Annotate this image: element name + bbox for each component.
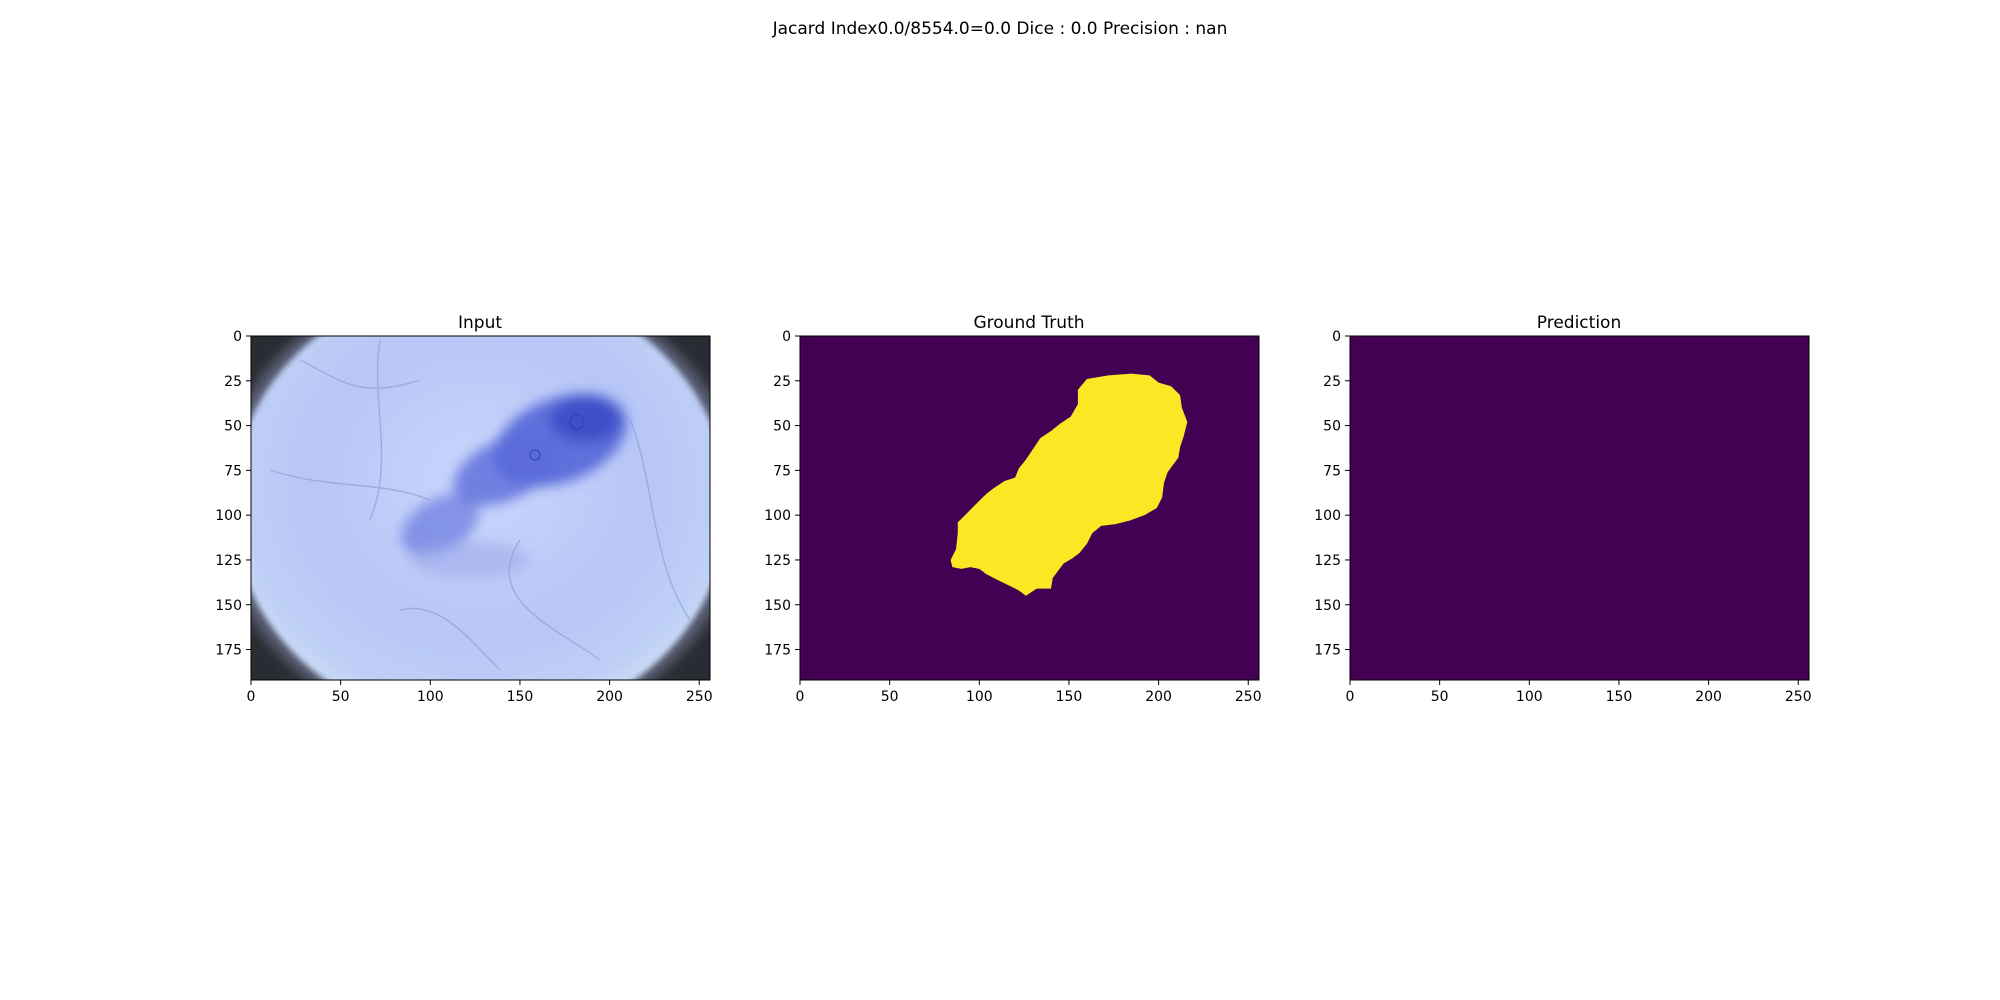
x-ticks: 0 50 100 150 200 250 bbox=[247, 680, 713, 705]
hair-strand bbox=[369, 339, 383, 521]
x-ticks: 0 50 100 150 200 250 bbox=[796, 680, 1262, 705]
panel-prediction: Prediction 0 50 100 150 200 250 0 25 50 75 100 125… bbox=[1314, 313, 1811, 705]
hair-strand bbox=[629, 419, 691, 621]
axes-frame bbox=[250, 335, 711, 681]
x-ticks: 0 50 100 150 200 250 bbox=[1346, 680, 1812, 705]
x-tick-label: 200 bbox=[1145, 689, 1172, 705]
x-tick-label: 50 bbox=[1431, 689, 1449, 705]
x-tick-label: 150 bbox=[507, 689, 534, 705]
y-tick-label: 75 bbox=[1323, 463, 1341, 479]
x-tick-label: 200 bbox=[596, 689, 623, 705]
panel-ground-truth: Ground Truth 0 50 100 150 200 250 0 25 50 75 100 1… bbox=[764, 313, 1261, 705]
figure-suptitle: Jacard Index0.0/8554.0=0.0 Dice : 0.0 Pr… bbox=[772, 19, 1228, 39]
panel-title: Prediction bbox=[1537, 313, 1621, 333]
y-ticks: 0 25 50 75 100 125 150 175 bbox=[1314, 329, 1350, 659]
x-tick-label: 50 bbox=[881, 689, 899, 705]
x-tick-label: 50 bbox=[332, 689, 350, 705]
y-tick-label: 50 bbox=[224, 419, 242, 435]
hair-strand bbox=[399, 607, 501, 671]
x-tick-label: 250 bbox=[686, 689, 713, 705]
panel-title: Ground Truth bbox=[973, 313, 1084, 333]
y-tick-label: 125 bbox=[764, 553, 791, 569]
y-tick-label: 175 bbox=[215, 643, 242, 659]
lesion-dot bbox=[569, 414, 585, 430]
x-tick-label: 100 bbox=[417, 689, 444, 705]
x-tick-label: 0 bbox=[1346, 689, 1355, 705]
y-tick-label: 75 bbox=[224, 463, 242, 479]
y-tick-label: 0 bbox=[1332, 329, 1341, 345]
x-tick-label: 250 bbox=[1235, 689, 1262, 705]
hair-strand bbox=[299, 359, 421, 389]
mask-foreground bbox=[950, 373, 1188, 596]
lesion-blob bbox=[410, 542, 530, 578]
y-tick-label: 175 bbox=[764, 643, 791, 659]
x-tick-label: 0 bbox=[247, 689, 256, 705]
axes-frame bbox=[799, 335, 1260, 681]
y-tick-label: 0 bbox=[233, 329, 242, 345]
hair-strand bbox=[269, 469, 431, 501]
panel-title: Input bbox=[458, 313, 502, 333]
hair-strand bbox=[508, 539, 601, 661]
y-tick-label: 25 bbox=[1323, 374, 1341, 390]
x-tick-label: 0 bbox=[796, 689, 805, 705]
x-tick-label: 150 bbox=[1056, 689, 1083, 705]
y-tick-label: 125 bbox=[215, 553, 242, 569]
panel-input: Input 0 50 100 150 200 2 bbox=[215, 313, 713, 705]
y-tick-label: 25 bbox=[773, 374, 791, 390]
y-tick-label: 100 bbox=[764, 508, 791, 524]
lesion-blob bbox=[550, 398, 620, 442]
y-tick-label: 75 bbox=[773, 463, 791, 479]
hair-strands bbox=[269, 339, 691, 671]
y-tick-label: 150 bbox=[215, 598, 242, 614]
x-tick-label: 200 bbox=[1695, 689, 1722, 705]
y-tick-label: 50 bbox=[1323, 419, 1341, 435]
y-tick-label: 150 bbox=[764, 598, 791, 614]
y-tick-label: 125 bbox=[1314, 553, 1341, 569]
y-tick-label: 100 bbox=[215, 508, 242, 524]
lesion-blob bbox=[401, 494, 479, 556]
x-tick-label: 100 bbox=[1516, 689, 1543, 705]
y-tick-label: 150 bbox=[1314, 598, 1341, 614]
x-tick-label: 100 bbox=[966, 689, 993, 705]
y-tick-label: 0 bbox=[782, 329, 791, 345]
x-tick-label: 250 bbox=[1785, 689, 1812, 705]
input-image bbox=[251, 336, 710, 680]
y-ticks: 0 25 50 75 100 125 150 175 bbox=[764, 329, 800, 659]
y-ticks: 0 25 50 75 100 125 150 175 bbox=[215, 329, 251, 659]
x-tick-label: 150 bbox=[1606, 689, 1633, 705]
y-tick-label: 100 bbox=[1314, 508, 1341, 524]
y-tick-label: 175 bbox=[1314, 643, 1341, 659]
mask-background bbox=[1350, 336, 1809, 680]
y-tick-label: 50 bbox=[773, 419, 791, 435]
y-tick-label: 25 bbox=[224, 374, 242, 390]
lesion bbox=[401, 393, 627, 578]
lesion-dot bbox=[529, 449, 541, 461]
axes-frame bbox=[1349, 335, 1810, 681]
